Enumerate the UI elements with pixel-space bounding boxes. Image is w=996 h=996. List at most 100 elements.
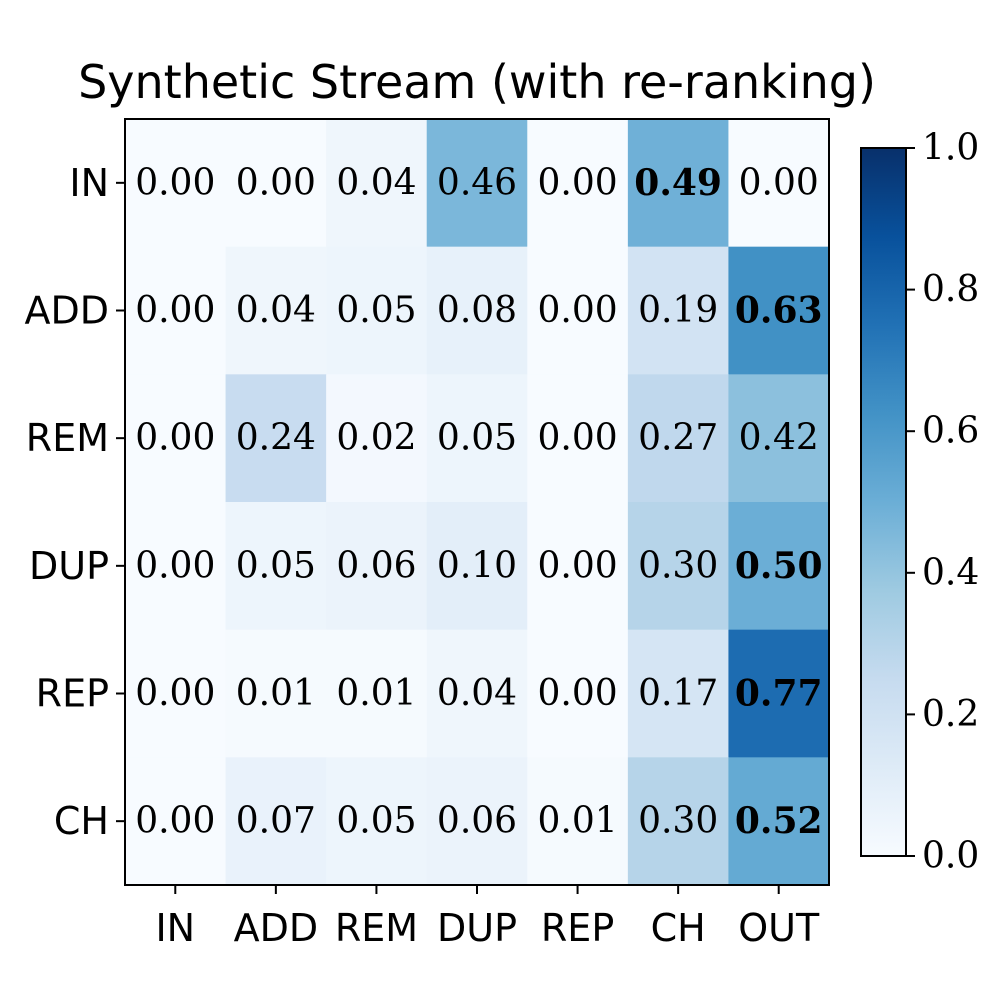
cell-value-label: 0.00 <box>739 162 819 203</box>
heatmap-cell-rem-rep <box>527 374 629 503</box>
x-tick-label: DUP <box>437 906 517 950</box>
cell-value-label: 0.00 <box>135 801 215 842</box>
heatmap-cell-dup-ch <box>627 502 729 631</box>
y-tick-label: REM <box>26 416 109 460</box>
cell-value-label: 0.01 <box>336 673 416 714</box>
cell-value-label: 0.07 <box>236 801 316 842</box>
cell-value-label: 0.00 <box>537 162 617 203</box>
colorbar-tick-label: 0.2 <box>922 694 979 735</box>
cell-value-label: 0.05 <box>236 545 316 586</box>
cell-value-label: 0.00 <box>537 290 617 331</box>
cell-value-label: 0.30 <box>638 545 718 586</box>
cell-value-label: 0.49 <box>634 162 722 204</box>
cell-value-label: 0.10 <box>437 545 517 586</box>
colorbar-tick-label: 0.0 <box>922 836 979 877</box>
heatmap-cell-dup-dup <box>426 502 528 631</box>
heatmap-cell-ch-in <box>125 757 227 886</box>
cell-value-label: 0.24 <box>236 418 316 459</box>
heatmap-cell-in-ch <box>627 119 729 248</box>
heatmap-value-labels: 0.00 0.00 0.04 0.46 0.00 0.49 0.00 0.00 0.04 0.05… <box>135 162 822 842</box>
heatmap-cell-in-rep <box>527 119 629 248</box>
heatmap-cell-ch-rem <box>326 757 428 886</box>
colorbar-tick-label: 1.0 <box>922 128 979 169</box>
y-tick-label: IN <box>69 161 109 205</box>
cell-value-label: 0.04 <box>336 162 416 203</box>
heatmap-cell-rep-add <box>225 629 327 758</box>
cell-value-label: 0.00 <box>236 162 316 203</box>
x-tick-label: REM <box>335 906 418 950</box>
colorbar-tick-label: 0.6 <box>922 411 979 452</box>
x-tick-label: REP <box>541 906 614 950</box>
heatmap-cell-dup-rep <box>527 502 629 631</box>
colorbar-tick-label: 0.4 <box>922 552 979 593</box>
heatmap-cell-dup-add <box>225 502 327 631</box>
cell-value-label: 0.46 <box>437 162 517 203</box>
y-tick-label: ADD <box>24 289 109 333</box>
colorbar: 0.0 0.2 0.4 0.6 0.8 1.0 <box>860 128 979 877</box>
cell-value-label: 0.00 <box>135 162 215 203</box>
heatmap-cell-rem-add <box>225 374 327 503</box>
heatmap-cell-in-dup <box>426 119 528 248</box>
heatmap-axes: IN ADD REM DUP REP CH IN ADD REM DUP REP CH OUT <box>24 118 830 950</box>
cell-value-label: 0.30 <box>638 801 718 842</box>
heatmap-cell-in-rem <box>326 119 428 248</box>
heatmap-cell-rem-out <box>728 374 830 503</box>
cell-value-label: 0.00 <box>537 418 617 459</box>
heatmap-cell-rem-in <box>125 374 227 503</box>
heatmap-cell-rem-rem <box>326 374 428 503</box>
heatmap-cell-rep-rep <box>527 629 629 758</box>
heatmap-cell-ch-out <box>728 757 830 886</box>
cell-value-label: 0.04 <box>437 673 517 714</box>
cell-value-label: 0.77 <box>735 673 823 715</box>
heatmap-cell-dup-in <box>125 502 227 631</box>
cell-value-label: 0.27 <box>638 418 718 459</box>
heatmap-cell-add-ch <box>627 246 729 375</box>
heatmap-cell-add-add <box>225 246 327 375</box>
colorbar-tick-label: 0.8 <box>922 269 979 310</box>
x-tick-label: IN <box>155 906 195 950</box>
heatmap-cell-add-out <box>728 246 830 375</box>
heatmap-cell-rep-in <box>125 629 227 758</box>
cell-value-label: 0.08 <box>437 290 517 331</box>
x-tick-label: ADD <box>234 906 319 950</box>
heatmap-cell-ch-ch <box>627 757 729 886</box>
heatmap-cell-rem-ch <box>627 374 729 503</box>
cell-value-label: 0.00 <box>135 545 215 586</box>
heatmap-cell-rep-dup <box>426 629 528 758</box>
cell-value-label: 0.05 <box>336 801 416 842</box>
y-tick-label: CH <box>54 799 109 843</box>
heatmap-cell-in-add <box>225 119 327 248</box>
cell-value-label: 0.17 <box>638 673 718 714</box>
heatmap-cell-in-in <box>125 119 227 248</box>
cell-value-label: 0.02 <box>336 418 416 459</box>
heatmap-cell-ch-dup <box>426 757 528 886</box>
heatmap-cell-ch-rep <box>527 757 629 886</box>
heatmap-cell-add-in <box>125 246 227 375</box>
cell-value-label: 0.00 <box>135 290 215 331</box>
heatmap-cell-rep-rem <box>326 629 428 758</box>
heatmap-cell-add-rep <box>527 246 629 375</box>
cell-value-label: 0.63 <box>735 290 823 332</box>
cell-value-label: 0.04 <box>236 290 316 331</box>
y-tick-label: DUP <box>29 544 109 588</box>
heatmap-cells <box>125 119 830 886</box>
cell-value-label: 0.00 <box>537 673 617 714</box>
heatmap-cell-in-out <box>728 119 830 248</box>
x-tick-label: OUT <box>738 906 820 950</box>
heatmap-cell-rep-ch <box>627 629 729 758</box>
cell-value-label: 0.05 <box>437 418 517 459</box>
y-tick-label: REP <box>36 672 109 716</box>
cell-value-label: 0.42 <box>739 418 819 459</box>
cell-value-label: 0.50 <box>735 545 823 587</box>
chart-title: Synthetic Stream (with re-ranking) <box>78 55 876 109</box>
heatmap-cell-add-dup <box>426 246 528 375</box>
cell-value-label: 0.01 <box>537 801 617 842</box>
heatmap-cell-add-rem <box>326 246 428 375</box>
heatmap-cell-rep-out <box>728 629 830 758</box>
heatmap-cell-dup-out <box>728 502 830 631</box>
heatmap-cell-rem-dup <box>426 374 528 503</box>
cell-value-label: 0.52 <box>735 800 823 842</box>
x-tick-label: CH <box>651 906 706 950</box>
cell-value-label: 0.00 <box>135 418 215 459</box>
